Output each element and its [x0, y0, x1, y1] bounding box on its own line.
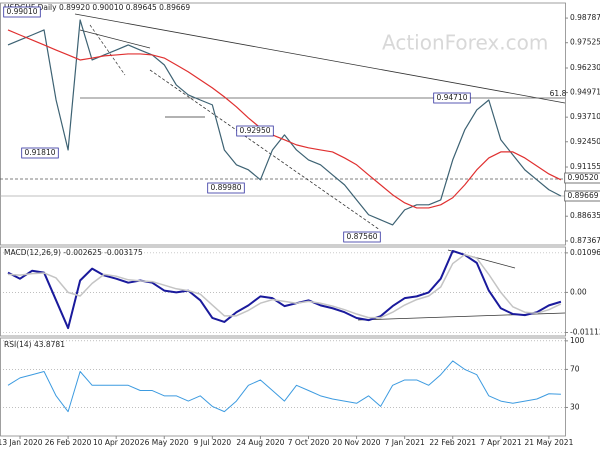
series-line	[7, 253, 562, 319]
y-tick-label: 0.91155	[570, 162, 600, 171]
y-tick-label: -0.011127	[570, 327, 600, 336]
series-line	[7, 360, 561, 413]
watermark: ActionForex.com	[382, 31, 548, 55]
y-tick-label: 0.010967	[570, 248, 600, 257]
y-tick-label: 0.92450	[570, 137, 600, 146]
annotation: 0.89980	[210, 183, 241, 192]
annotation: 0.94710	[436, 93, 467, 102]
annotation: 0.89669	[567, 191, 598, 200]
annotation-box	[564, 172, 600, 184]
annotation-box	[3, 6, 41, 18]
x-tick-label: 9 Jul 2020	[193, 438, 231, 447]
annotation-box	[433, 92, 471, 104]
series-line	[7, 249, 562, 330]
y-tick-label: 0.87367	[570, 236, 600, 245]
rsi-title: RSI(14) 43.8781	[4, 340, 65, 349]
annotation-box	[564, 190, 600, 202]
y-tick-label: 0.97525	[570, 38, 600, 47]
x-tick-label: 7 Jan 2021	[385, 438, 425, 447]
y-tick-label: 0.96230	[570, 63, 600, 72]
x-tick-label: 22 Feb 2021	[429, 438, 476, 447]
x-tick-label: 26 May 2020	[140, 438, 189, 447]
annotation: 61.8	[550, 89, 567, 98]
x-tick-label: 20 Nov 2020	[333, 438, 381, 447]
y-tick-label: 0.93710	[570, 112, 600, 121]
x-tick-label: 10 Apr 2020	[93, 438, 140, 447]
x-tick-label: 7 Apr 2021	[480, 438, 522, 447]
y-tick-label: 30	[570, 402, 580, 411]
y-tick-label: 0.98787	[570, 13, 600, 22]
x-tick-label: 7 Oct 2020	[288, 438, 330, 447]
annotation: 0.92950	[239, 126, 270, 135]
price-panel	[0, 2, 566, 246]
annotation-box	[21, 147, 59, 159]
annotation-box	[236, 125, 274, 137]
trend-line	[74, 13, 566, 104]
annotation-box	[207, 182, 245, 194]
annotation: 0.87560	[346, 232, 377, 241]
triangle-line	[89, 24, 126, 76]
annotation: 0.90520	[567, 173, 598, 182]
y-tick-label: 0.88635	[570, 211, 600, 220]
annotation: 0.99010	[6, 7, 37, 16]
macd-panel	[0, 246, 566, 337]
series-line	[7, 29, 562, 209]
x-tick-label: 26 Feb 2020	[45, 438, 92, 447]
macd-title: MACD(12,26,9) -0.002625 -0.003175	[4, 248, 143, 257]
annotation: 0.91810	[24, 148, 55, 157]
chart-title: USDCHF Daily 0.89920 0.90010 0.89645 0.8…	[4, 3, 190, 12]
y-tick-label: 70	[570, 364, 580, 373]
x-tick-label: 21 May 2021	[524, 438, 573, 447]
y-tick-label: 100	[570, 336, 585, 345]
annotation-box	[343, 231, 381, 243]
x-tick-label: 24 Aug 2020	[236, 438, 284, 447]
triangle-line	[79, 29, 151, 49]
y-tick-label: 0.00	[570, 287, 587, 296]
y-tick-label: 0.94971	[570, 88, 600, 97]
channel-line	[149, 69, 381, 231]
x-tick-label: 13 Jan 2020	[0, 438, 43, 447]
rsi-panel	[0, 337, 566, 437]
